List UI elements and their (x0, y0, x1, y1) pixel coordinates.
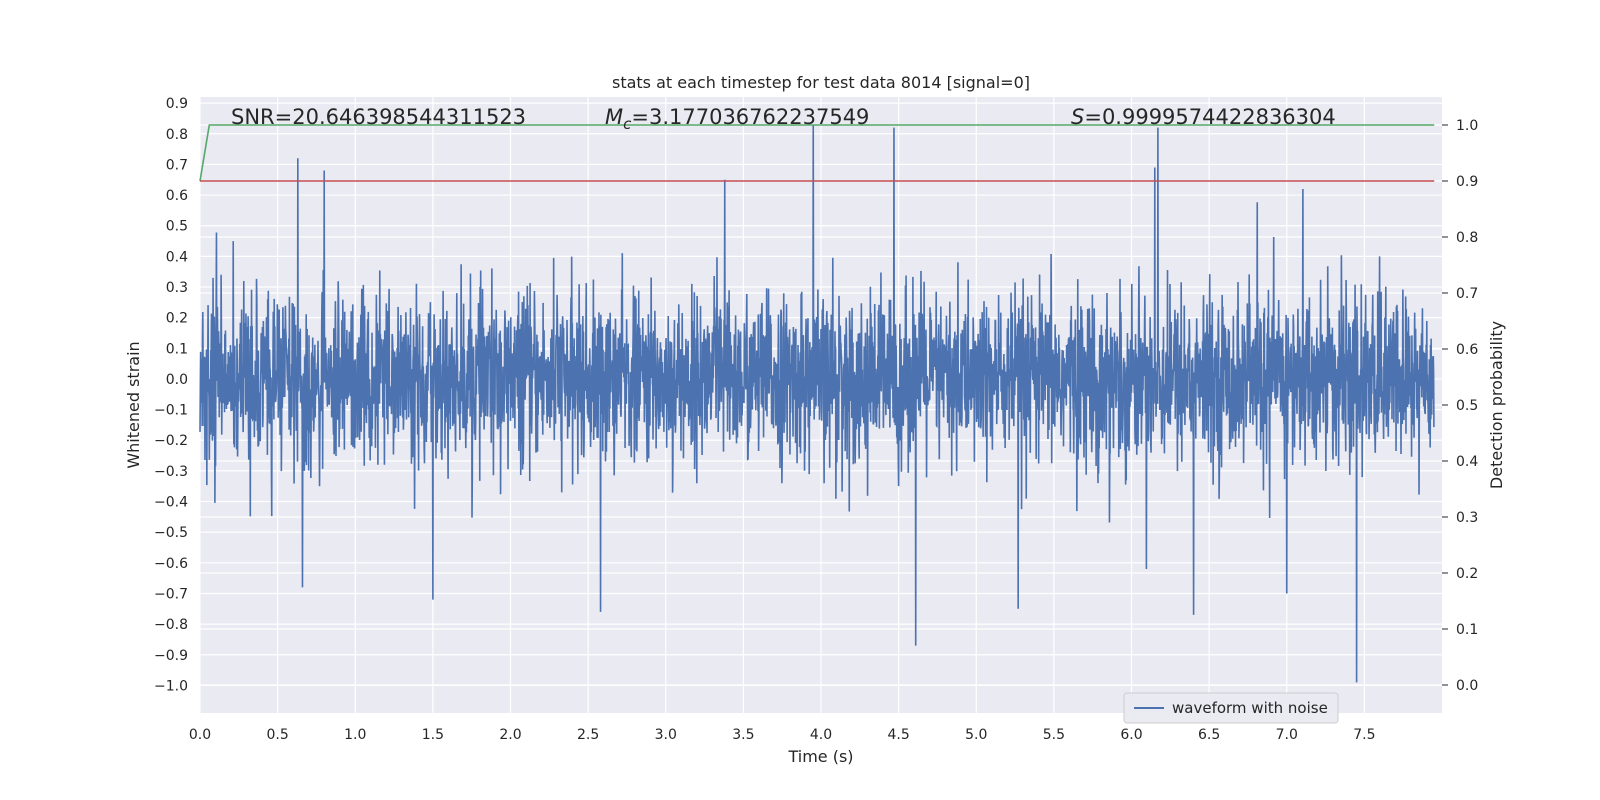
y-right-tick-label: 0.4 (1456, 454, 1478, 470)
y-left-tick-label: −0.7 (154, 586, 188, 602)
y-left-axis-ticks: 0.9 0.8 0.7 0.6 0.5 0.4 0.3 0.2 0.1 0.0 −0.1 −0.2 −0… (154, 96, 188, 694)
y-left-tick-label: −0.6 (154, 556, 188, 572)
y-left-tick-label: 0.5 (166, 219, 188, 235)
chirp-mass-subscript: c (623, 115, 632, 133)
x-tick-label: 3.0 (655, 727, 677, 743)
x-tick-label: 1.0 (344, 727, 366, 743)
y-right-tick-label: 1.0 (1456, 118, 1478, 134)
x-tick-label: 2.5 (577, 727, 599, 743)
x-tick-label: 6.0 (1120, 727, 1142, 743)
y-left-axis-label: Whitened strain (124, 341, 143, 468)
y-left-tick-label: −0.5 (154, 525, 188, 541)
waveform-line (199, 124, 1435, 683)
x-tick-label: 7.0 (1276, 727, 1298, 743)
y-left-tick-label: −1.0 (154, 678, 188, 694)
y-right-tick-label: 0.9 (1456, 174, 1478, 190)
y-right-tick-label: 0.7 (1456, 286, 1478, 302)
y-right-tick-label: 0.3 (1456, 510, 1478, 526)
y-right-tick-label: 0.1 (1456, 622, 1478, 638)
y-right-tick-label: 0.5 (1456, 398, 1478, 414)
probability-series (199, 124, 1435, 182)
y-left-tick-label: 0.0 (166, 372, 188, 388)
snr-annotation: SNR=20.646398544311523 (231, 105, 526, 129)
waveform-series (199, 124, 1435, 683)
x-axis-ticks: 0.0 0.5 1.0 1.5 2.0 2.5 3.0 3.5 4.0 4.5 5.0 5.5 6.0 6… (189, 727, 1376, 743)
y-left-tick-label: −0.9 (154, 648, 188, 664)
x-tick-label: 4.5 (887, 727, 909, 743)
y-left-tick-label: −0.4 (154, 495, 188, 511)
x-tick-label: 1.5 (422, 727, 444, 743)
x-tick-label: 5.5 (1043, 727, 1065, 743)
x-tick-label: 0.5 (266, 727, 288, 743)
chirp-mass-value: =3.177036762237549 (631, 105, 869, 129)
y-left-tick-label: 0.9 (166, 96, 188, 112)
score-value: =0.9999574422836304 (1084, 105, 1335, 129)
y-left-tick-label: 0.7 (166, 157, 188, 173)
y-left-tick-label: 0.4 (166, 249, 188, 265)
y-right-tick-label: 0.6 (1456, 342, 1478, 358)
x-tick-label: 2.0 (499, 727, 521, 743)
y-left-tick-label: −0.8 (154, 617, 188, 633)
y-right-axis-ticks: 1.0 0.9 0.8 0.7 0.6 0.5 0.4 0.3 0.2 0.1 0.0 (1442, 118, 1478, 694)
y-left-tick-label: 0.1 (166, 341, 188, 357)
y-left-tick-label: 0.3 (166, 280, 188, 296)
y-left-tick-label: 0.6 (166, 188, 188, 204)
y-left-tick-label: 0.2 (166, 311, 188, 327)
chart-title: stats at each timestep for test data 801… (612, 73, 1030, 92)
y-right-axis-label: Detection probability (1487, 321, 1506, 489)
x-tick-label: 6.5 (1198, 727, 1220, 743)
x-tick-label: 0.0 (189, 727, 211, 743)
score-symbol: S (1071, 105, 1084, 129)
y-left-tick-label: −0.1 (154, 403, 188, 419)
probability-line (199, 124, 1435, 182)
y-left-tick-label: 0.8 (166, 127, 188, 143)
y-right-tick-label: 0.0 (1456, 678, 1478, 694)
x-tick-label: 4.0 (810, 727, 832, 743)
legend-box (1123, 692, 1339, 724)
y-right-tick-label: 0.8 (1456, 230, 1478, 246)
x-tick-label: 5.0 (965, 727, 987, 743)
x-axis-label: Time (s) (787, 747, 853, 766)
y-left-tick-label: −0.2 (154, 433, 188, 449)
y-left-tick-label: −0.3 (154, 464, 188, 480)
y-right-tick-label: 0.2 (1456, 566, 1478, 582)
x-tick-label: 3.5 (732, 727, 754, 743)
x-tick-label: 7.5 (1353, 727, 1375, 743)
legend: waveform with noise (1123, 692, 1339, 724)
chirp-mass-annotation: Mc=3.177036762237549 (605, 105, 869, 133)
legend-label: waveform with noise (1172, 699, 1328, 717)
chirp-mass-symbol: M (605, 105, 623, 129)
score-annotation: S=0.9999574422836304 (1071, 105, 1336, 129)
